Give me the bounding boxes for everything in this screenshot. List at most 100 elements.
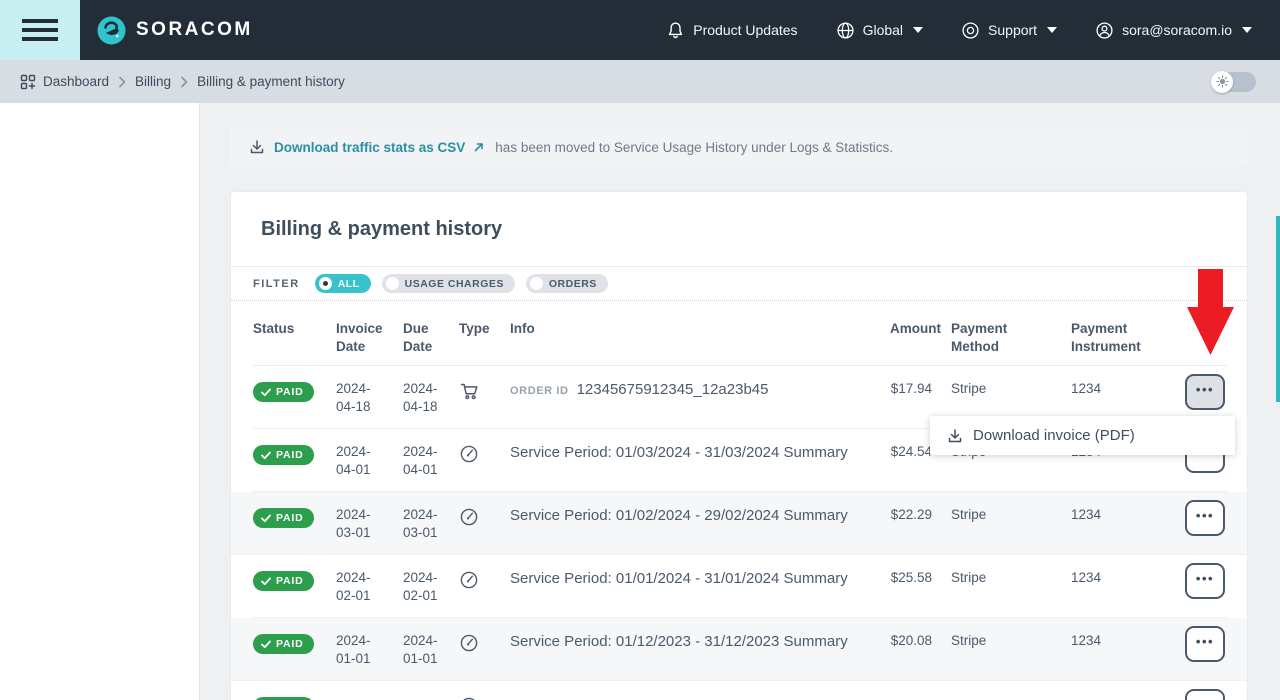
breadcrumb-item-billing[interactable]: Billing (135, 74, 172, 89)
col-info: Info (510, 321, 535, 336)
invoice-date: 2024-03-01 (336, 507, 371, 541)
table-row: PAID 2024-02-01 2024-02-01 Service Perio… (253, 555, 1227, 618)
col-payment-instrument: Payment Instrument (1071, 321, 1141, 355)
row-actions-menu: Download invoice (PDF) (930, 416, 1235, 455)
page-title: Billing & payment history (261, 217, 503, 240)
nav-global[interactable]: Global (836, 21, 924, 40)
payment-instrument: 1234 (1071, 633, 1102, 648)
breadcrumb-item-dashboard[interactable]: Dashboard (43, 74, 110, 89)
chevron-down-icon (913, 27, 924, 33)
table-row: PAID 2024-04-18 2024-04-18 ORDER ID 12345… (253, 366, 1227, 429)
row-actions-button[interactable]: ••• (1185, 689, 1225, 700)
info-label: ORDER ID (510, 385, 569, 397)
status-badge: PAID (253, 571, 314, 591)
payment-method: Stripe (951, 381, 987, 396)
filter-option-all[interactable]: ALL (314, 274, 371, 293)
soracom-logo[interactable]: SORACOM (96, 15, 253, 46)
table-row: PAID 2024-01-01 2024-01-01 Service Perio… (231, 618, 1247, 681)
amount: $24.54 (890, 444, 932, 459)
info-text: Service Period: 01/12/2023 - 31/12/2023 … (510, 633, 848, 650)
nav-account[interactable]: sora@soracom.io (1095, 21, 1252, 40)
col-payment-method: Payment Method (951, 321, 1008, 355)
brand-name: SORACOM (136, 19, 253, 40)
status-badge: PAID (253, 445, 314, 465)
invoice-date: 2024-02-01 (336, 570, 371, 604)
check-icon (261, 640, 271, 648)
breadcrumb-item-billing-payment-history: Billing & payment history (197, 74, 345, 89)
check-icon (261, 577, 271, 585)
billing-history-card: Billing & payment history FILTER ALL USAG… (230, 191, 1248, 700)
globe-icon (836, 21, 855, 40)
info-text: Service Period: 01/02/2024 - 29/02/2024 … (510, 507, 848, 524)
row-actions-button[interactable]: ••• (1185, 374, 1225, 410)
info-text: 12345675912345_12a23b45 (576, 381, 769, 398)
payment-method: Stripe (951, 633, 987, 648)
row-actions-button[interactable]: ••• (1185, 500, 1225, 536)
due-date: 2024-02-01 (403, 570, 438, 604)
info-text: Service Period: 01/03/2024 - 31/03/2024 … (510, 444, 848, 461)
row-actions-button[interactable]: ••• (1185, 626, 1225, 662)
check-icon (261, 514, 271, 522)
download-icon (946, 427, 964, 445)
col-invoice-date: Invoice Date (336, 321, 383, 355)
soracom-logo-icon (96, 15, 127, 46)
payment-instrument: 1234 (1071, 570, 1102, 585)
check-icon (261, 388, 271, 396)
status-badge: PAID (253, 634, 314, 654)
notice-text: has been moved to Service Usage History … (495, 139, 893, 155)
dashboard-grid-icon (20, 74, 36, 90)
cart-icon (459, 380, 510, 428)
payment-instrument: 1234 (1071, 381, 1102, 396)
user-icon (1095, 21, 1114, 40)
payment-instrument: 1234 (1071, 507, 1102, 522)
table-row: PAID 2024-04-01 2024-04-01 Service Perio… (253, 429, 1227, 492)
due-date: 2024-03-01 (403, 507, 438, 541)
invoice-date (336, 695, 388, 700)
hamburger-icon (22, 19, 58, 23)
bell-icon (666, 21, 685, 40)
col-status: Status (253, 321, 295, 336)
gauge-icon (459, 569, 510, 617)
csv-moved-notice: Download traffic stats as CSV has been m… (230, 127, 1248, 167)
left-sidebar (0, 103, 200, 700)
payment-method (950, 695, 1070, 700)
download-csv-link[interactable]: Download traffic stats as CSV (274, 139, 466, 155)
download-invoice-menu-item[interactable]: Download invoice (PDF) (973, 427, 1135, 444)
annotation-red-arrow (1187, 269, 1234, 355)
payment-method: Stripe (951, 507, 987, 522)
amount: $25.58 (890, 570, 932, 585)
invoice-date: 2024-04-01 (336, 444, 371, 478)
breadcrumb: Dashboard Billing Billing & payment histor… (43, 74, 345, 89)
col-due-date: Due Date (403, 321, 433, 355)
nav-product-updates[interactable]: Product Updates (666, 21, 798, 40)
amount: $22.29 (890, 507, 932, 522)
check-icon (261, 451, 271, 459)
sun-icon (1211, 70, 1233, 93)
nav-support[interactable]: Support (961, 21, 1058, 40)
radio-icon (529, 277, 543, 290)
table-header: Status Invoice Date Due Date Type Info A… (253, 301, 1227, 366)
chevron-down-icon (1047, 27, 1058, 33)
payment-instrument (1070, 695, 1183, 700)
navbar-right: Product Updates Global Support sora@soracom… (666, 21, 1252, 40)
download-icon (248, 138, 266, 156)
gauge-icon (459, 506, 510, 554)
hamburger-menu-button[interactable] (0, 0, 80, 60)
status-badge: PAID (253, 382, 314, 402)
col-type: Type (459, 321, 490, 336)
radio-icon (318, 277, 332, 290)
amount (890, 695, 950, 700)
filter-option-orders[interactable]: ORDERS (525, 274, 608, 293)
status-badge: PAID (253, 697, 314, 700)
chevron-right-icon (118, 76, 126, 88)
filter-row: FILTER ALL USAGE CHARGES ORDERS (231, 267, 1247, 301)
info-text: Service Period: 01/01/2024 - 31/01/2024 … (510, 570, 848, 587)
due-date: 2024-01-01 (403, 633, 438, 667)
filter-option-usage-charges[interactable]: USAGE CHARGES (381, 274, 515, 293)
theme-toggle[interactable] (1211, 70, 1256, 93)
gauge-icon (459, 695, 510, 700)
row-actions-button[interactable]: ••• (1185, 563, 1225, 599)
chevron-down-icon (1242, 27, 1252, 33)
breadcrumb-bar: Dashboard Billing Billing & payment histor… (0, 60, 1280, 103)
gauge-icon (459, 443, 510, 491)
